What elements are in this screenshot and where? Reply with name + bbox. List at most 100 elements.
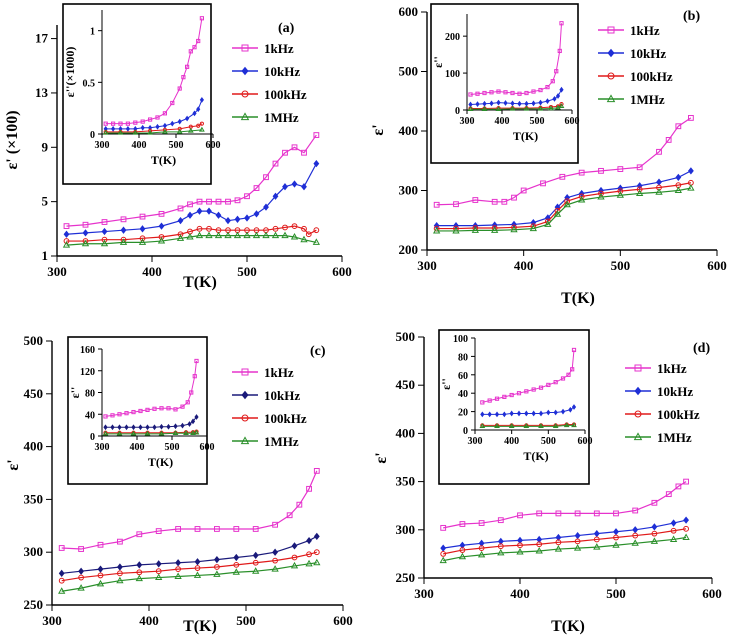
inset-data-point-10kHz bbox=[531, 100, 536, 107]
data-point-100kHz bbox=[574, 538, 581, 545]
legend-marker-1MHz bbox=[240, 112, 250, 121]
inset-data-point-10kHz bbox=[480, 411, 485, 418]
series-line-1MHz bbox=[66, 235, 317, 246]
legend-marker-1MHz bbox=[240, 436, 250, 445]
data-point-1kHz bbox=[520, 187, 527, 194]
data-point-1MHz bbox=[233, 231, 242, 239]
inset-data-point-1kHz bbox=[185, 64, 190, 69]
series-line-1kHz bbox=[61, 470, 318, 550]
inset-data-point-1kHz bbox=[181, 75, 186, 80]
y-tick-label: 450 bbox=[396, 377, 416, 392]
series-line-1MHz bbox=[443, 536, 687, 562]
x-tick-label: 600 bbox=[332, 264, 352, 279]
legend-marker-10kHz bbox=[634, 386, 642, 396]
data-point-1kHz bbox=[214, 526, 220, 532]
data-point-1kHz bbox=[177, 205, 184, 212]
legend-marker-10kHz bbox=[241, 66, 249, 76]
data-point-1MHz bbox=[62, 241, 71, 248]
panel-d: 300 400 500 600250300350400450500T(K)ε'(d)1… bbox=[373, 329, 722, 635]
data-point-1MHz bbox=[205, 231, 213, 239]
inset-data-point-1kHz bbox=[538, 87, 543, 93]
data-point-1kHz bbox=[536, 510, 543, 517]
data-point-10kHz bbox=[187, 211, 193, 219]
x-tick-label: 300 bbox=[468, 436, 483, 447]
data-point-10kHz bbox=[613, 528, 619, 536]
x-tick-label: 600 bbox=[200, 442, 215, 453]
data-point-1kHz bbox=[117, 538, 123, 545]
data-point-1MHz bbox=[116, 576, 124, 584]
inset-frame bbox=[62, 3, 212, 185]
data-point-100kHz bbox=[158, 234, 165, 240]
inset-data-point-1kHz bbox=[550, 79, 555, 84]
inset-data-point-1kHz bbox=[103, 121, 108, 126]
data-point-10kHz bbox=[116, 563, 123, 571]
data-point-1kHz bbox=[175, 526, 181, 532]
data-point-10kHz bbox=[687, 167, 694, 175]
x-tick-label: 300 bbox=[414, 586, 434, 601]
data-point-1MHz bbox=[471, 226, 479, 233]
inset-data-point-1MHz bbox=[538, 423, 544, 429]
series-line-100kHz bbox=[61, 551, 317, 582]
data-point-10kHz bbox=[440, 544, 447, 552]
y-tick-label: 9 bbox=[42, 139, 49, 154]
data-point-10kHz bbox=[313, 532, 320, 541]
inset-frame bbox=[67, 336, 208, 485]
inset-data-point-10kHz bbox=[571, 404, 577, 410]
inset-data-point-1kHz bbox=[152, 406, 157, 411]
inset-data-point-1MHz bbox=[102, 430, 109, 436]
data-point-10kHz bbox=[196, 207, 203, 215]
inset-data-point-10kHz bbox=[545, 98, 550, 105]
data-point-1kHz bbox=[617, 166, 624, 172]
data-point-1kHz bbox=[253, 185, 260, 191]
y-tick-label: 0 bbox=[463, 426, 468, 437]
panel-label: (b) bbox=[683, 9, 700, 24]
inset-data-point-1kHz bbox=[480, 400, 485, 405]
data-point-1MHz bbox=[497, 548, 505, 556]
series-line-1kHz bbox=[436, 117, 692, 206]
inset-data-point-1MHz bbox=[199, 126, 205, 132]
y-tick-label: 100 bbox=[445, 69, 460, 80]
inset-data-point-10kHz bbox=[199, 97, 204, 103]
legend-label-1kHz: 1kHz bbox=[630, 23, 660, 38]
inset-data-point-1kHz bbox=[125, 121, 131, 126]
inset-data-point-1MHz bbox=[117, 129, 124, 135]
inset-data-point-1kHz bbox=[111, 121, 116, 126]
data-point-10kHz bbox=[101, 227, 108, 236]
data-point-1MHz bbox=[262, 231, 270, 239]
data-point-10kHz bbox=[536, 535, 543, 544]
data-point-1kHz bbox=[233, 526, 240, 532]
x-tick-label: 500 bbox=[169, 140, 184, 151]
series-line-100kHz bbox=[66, 225, 317, 242]
inset-data-point-1MHz bbox=[193, 429, 200, 435]
data-point-100kHz bbox=[194, 565, 201, 571]
data-point-1MHz bbox=[252, 231, 261, 239]
data-point-1kHz bbox=[225, 198, 231, 205]
data-point-100kHz bbox=[554, 207, 561, 214]
y-tick-label: 500 bbox=[396, 329, 416, 344]
legend-marker-1kHz bbox=[634, 364, 642, 372]
legend: 1kHz 10kHz 100kHz 1MHz bbox=[625, 361, 700, 445]
inset-series-line-100kHz bbox=[470, 103, 562, 110]
data-point-1kHz bbox=[313, 467, 320, 474]
inset-data-point-10kHz bbox=[196, 106, 201, 113]
inset: 300 400 500 600 0 40 80 120 160 T(K) ε'' bbox=[67, 336, 215, 485]
data-point-10kHz bbox=[301, 183, 307, 191]
inset-y-axis-label: ε'' bbox=[431, 56, 445, 68]
inset-data-point-1MHz bbox=[132, 129, 139, 135]
data-point-100kHz bbox=[578, 193, 585, 200]
data-point-100kHz bbox=[252, 559, 259, 566]
data-point-1MHz bbox=[138, 238, 147, 245]
data-point-1kHz bbox=[82, 221, 89, 228]
data-point-1MHz bbox=[81, 239, 90, 247]
data-point-1kHz bbox=[683, 478, 689, 485]
data-point-1kHz bbox=[472, 197, 479, 203]
inset-data-point-1kHz bbox=[118, 121, 123, 126]
y-tick-label: 200 bbox=[399, 242, 419, 257]
legend-marker-1kHz bbox=[607, 26, 615, 34]
data-point-10kHz bbox=[272, 192, 279, 200]
inset-data-point-1kHz bbox=[159, 406, 164, 411]
data-point-1kHz bbox=[263, 174, 269, 181]
inset-data-point-1MHz bbox=[481, 106, 488, 111]
legend-label-100kHz: 100kHz bbox=[264, 411, 307, 426]
data-point-1kHz bbox=[306, 485, 312, 492]
